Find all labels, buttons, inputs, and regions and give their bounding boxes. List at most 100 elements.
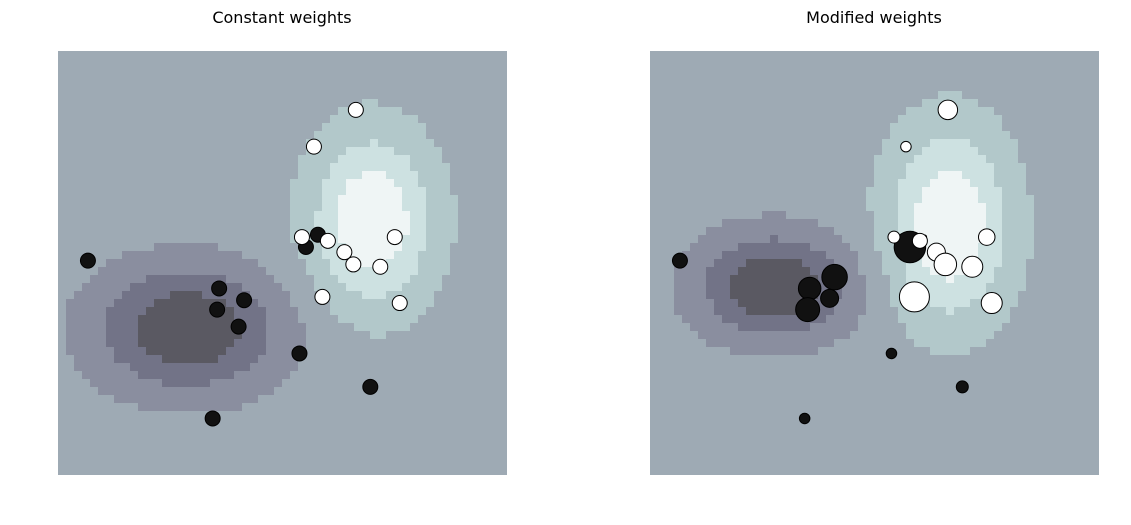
contour-cell xyxy=(706,467,715,475)
contour-cell xyxy=(394,219,403,228)
contour-cell xyxy=(842,443,851,452)
contour-cell xyxy=(434,235,443,244)
contour-cell xyxy=(306,187,315,196)
contour-cell xyxy=(826,83,835,92)
contour-cell xyxy=(674,443,683,452)
contour-cell xyxy=(386,91,395,100)
contour-cell xyxy=(666,435,675,444)
contour-cell xyxy=(66,435,75,444)
contour-cell xyxy=(314,163,323,172)
contour-cell xyxy=(754,195,763,204)
contour-cell xyxy=(106,163,115,172)
contour-cell xyxy=(306,371,315,380)
contour-cell xyxy=(930,123,939,132)
contour-cell xyxy=(322,379,331,388)
contour-cell xyxy=(458,275,467,284)
contour-cell xyxy=(802,171,811,180)
contour-cell xyxy=(426,435,435,444)
contour-cell xyxy=(906,67,915,76)
contour-cell xyxy=(410,259,419,268)
contour-cell xyxy=(354,51,363,60)
contour-cell xyxy=(338,411,347,420)
contour-cell xyxy=(914,427,923,436)
contour-cell xyxy=(802,211,811,220)
contour-cell xyxy=(818,139,827,148)
contour-cell xyxy=(458,387,467,396)
contour-cell xyxy=(786,115,795,124)
contour-cell xyxy=(146,67,155,76)
contour-cell xyxy=(90,331,99,340)
contour-cell xyxy=(890,75,899,84)
contour-cell xyxy=(186,395,195,404)
contour-cell xyxy=(58,187,67,196)
contour-cell xyxy=(898,75,907,84)
contour-cell xyxy=(138,323,147,332)
contour-cell xyxy=(922,259,931,268)
contour-cell xyxy=(490,147,499,156)
contour-cell xyxy=(490,347,499,356)
contour-cell xyxy=(874,227,883,236)
contour-cell xyxy=(306,307,315,316)
contour-cell xyxy=(882,75,891,84)
contour-cell xyxy=(98,411,107,420)
contour-cell xyxy=(866,459,875,468)
contour-cell xyxy=(930,371,939,380)
contour-cell xyxy=(282,59,291,68)
point-class-1 xyxy=(372,258,389,275)
contour-cell xyxy=(202,355,211,364)
contour-cell xyxy=(698,379,707,388)
contour-cell xyxy=(762,227,771,236)
contour-cell xyxy=(394,179,403,188)
contour-cell xyxy=(746,171,755,180)
contour-cell xyxy=(66,115,75,124)
contour-cell xyxy=(258,107,267,116)
contour-cell xyxy=(818,243,827,252)
contour-cell xyxy=(418,379,427,388)
contour-cell xyxy=(762,339,771,348)
contour-cell xyxy=(850,251,859,260)
contour-cell xyxy=(658,331,667,340)
contour-cell xyxy=(898,443,907,452)
contour-cell xyxy=(890,91,899,100)
contour-cell xyxy=(258,403,267,412)
contour-cell xyxy=(58,403,67,412)
contour-cell xyxy=(122,435,131,444)
contour-cell xyxy=(730,59,739,68)
contour-cell xyxy=(674,243,683,252)
contour-cell xyxy=(866,467,875,475)
contour-background xyxy=(58,51,507,475)
contour-cell xyxy=(274,331,283,340)
contour-cell xyxy=(834,307,843,316)
contour-cell xyxy=(242,419,251,428)
contour-cell xyxy=(882,371,891,380)
contour-cell xyxy=(434,115,443,124)
contour-cell xyxy=(890,83,899,92)
contour-cell xyxy=(130,99,139,108)
contour-cell xyxy=(826,467,835,475)
contour-cell xyxy=(114,139,123,148)
contour-cell xyxy=(130,251,139,260)
contour-cell xyxy=(762,67,771,76)
contour-cell xyxy=(426,291,435,300)
contour-cell xyxy=(402,203,411,212)
contour-cell xyxy=(274,451,283,460)
contour-cell xyxy=(138,355,147,364)
contour-cell xyxy=(434,259,443,268)
contour-cell xyxy=(794,219,803,228)
contour-cell xyxy=(730,251,739,260)
contour-cell xyxy=(682,131,691,140)
contour-cell xyxy=(330,171,339,180)
contour-cell xyxy=(418,235,427,244)
contour-cell xyxy=(690,403,699,412)
contour-cell xyxy=(146,299,155,308)
contour-cell xyxy=(298,195,307,204)
contour-cell xyxy=(74,163,83,172)
contour-cell xyxy=(146,379,155,388)
contour-cell xyxy=(226,155,235,164)
contour-cell xyxy=(402,163,411,172)
contour-cell xyxy=(274,419,283,428)
contour-cell xyxy=(266,267,275,276)
contour-cell xyxy=(242,83,251,92)
contour-cell xyxy=(138,51,147,60)
contour-cell xyxy=(122,395,131,404)
